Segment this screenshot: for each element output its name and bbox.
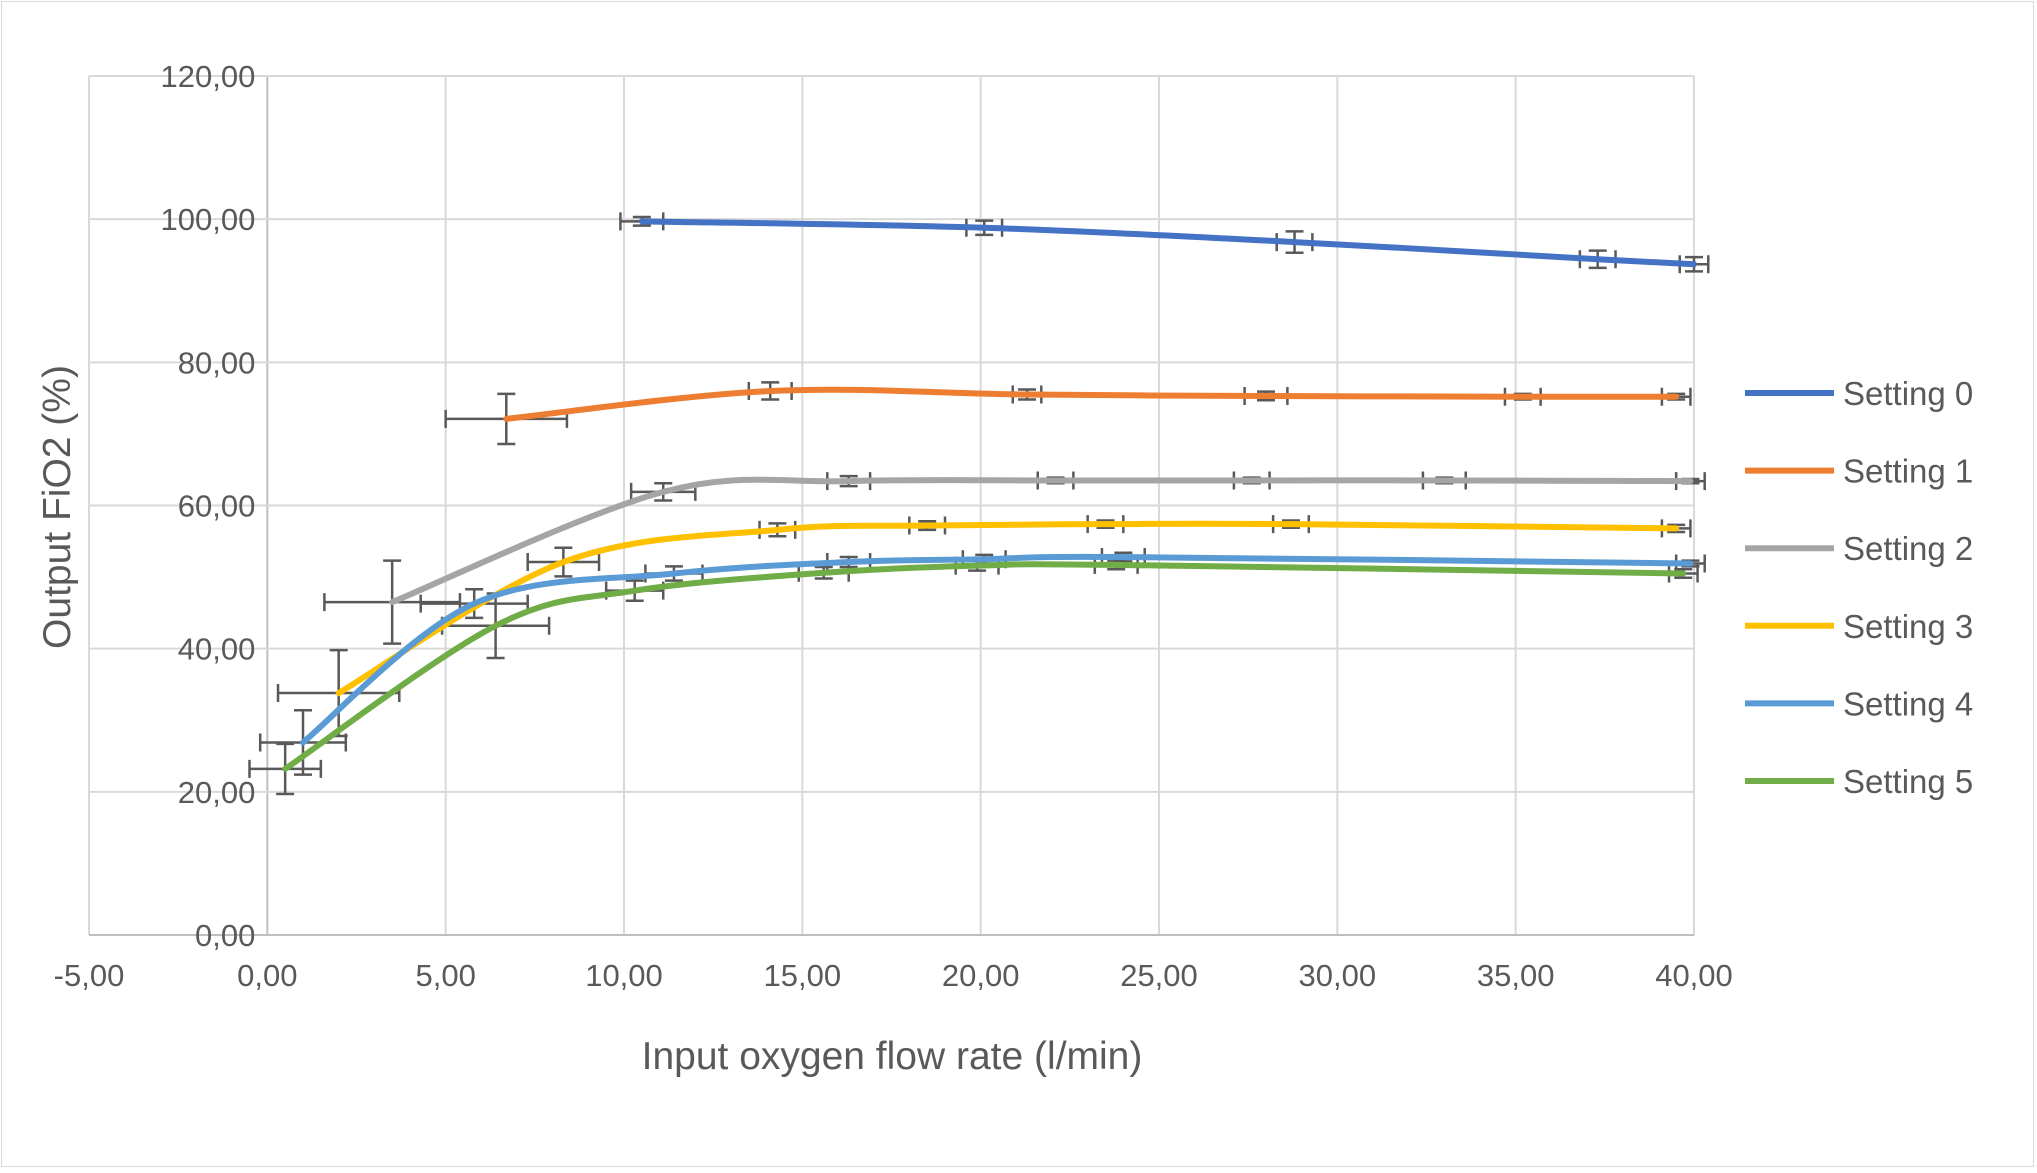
y-axis-title: Output FiO2 (%) — [36, 365, 79, 649]
gridlines — [88, 75, 1695, 936]
x-tick-label: 10,00 — [585, 958, 663, 993]
legend-label: Setting 0 — [1843, 375, 1973, 412]
x-tick-label: 5,00 — [415, 958, 475, 993]
legend-label: Setting 3 — [1843, 608, 1973, 645]
y-tick-labels: 0,00 20,00 40,00 60,00 80,00 100,00 120,00 — [161, 59, 256, 953]
series-line-4 — [300, 553, 1694, 746]
series-line-3 — [335, 520, 1680, 697]
series-line-1 — [503, 386, 1680, 422]
y-tick-label: 60,00 — [178, 489, 256, 524]
x-tick-label: 0,00 — [237, 958, 297, 993]
series-lines — [282, 218, 1697, 772]
x-tick-label: 15,00 — [764, 958, 842, 993]
series-line-2 — [389, 476, 1694, 606]
y-tick-label: 80,00 — [178, 345, 256, 380]
legend-label: Setting 5 — [1843, 763, 1973, 800]
legend-label: Setting 2 — [1843, 530, 1973, 567]
x-tick-label: 25,00 — [1120, 958, 1198, 993]
error-bars — [248, 212, 1710, 796]
legend-label: Setting 4 — [1843, 685, 1973, 722]
y-tick-label: 20,00 — [178, 775, 256, 810]
series-line-5 — [282, 561, 1687, 772]
x-tick-label: 40,00 — [1655, 958, 1733, 993]
y-tick-label: 100,00 — [161, 202, 256, 237]
legend-label: Setting 1 — [1843, 453, 1973, 490]
x-tick-labels: -5,00 0,00 5,00 10,00 15,00 20,00 25,00 30,00 35… — [54, 958, 1733, 993]
x-tick-label: 20,00 — [942, 958, 1020, 993]
x-tick-label: 35,00 — [1477, 958, 1555, 993]
y-tick-label: 40,00 — [178, 632, 256, 667]
x-tick-label: 30,00 — [1299, 958, 1377, 993]
series-line-0 — [638, 218, 1697, 268]
x-axis-title: Input oxygen flow rate (l/min) — [642, 1035, 1143, 1078]
y-tick-label: 0,00 — [195, 918, 255, 953]
x-tick-label: -5,00 — [54, 958, 125, 993]
legend: Setting 0 Setting 1 Setting 2 Setting 3 Sett… — [1745, 375, 1973, 800]
y-tick-label: 120,00 — [161, 59, 256, 94]
